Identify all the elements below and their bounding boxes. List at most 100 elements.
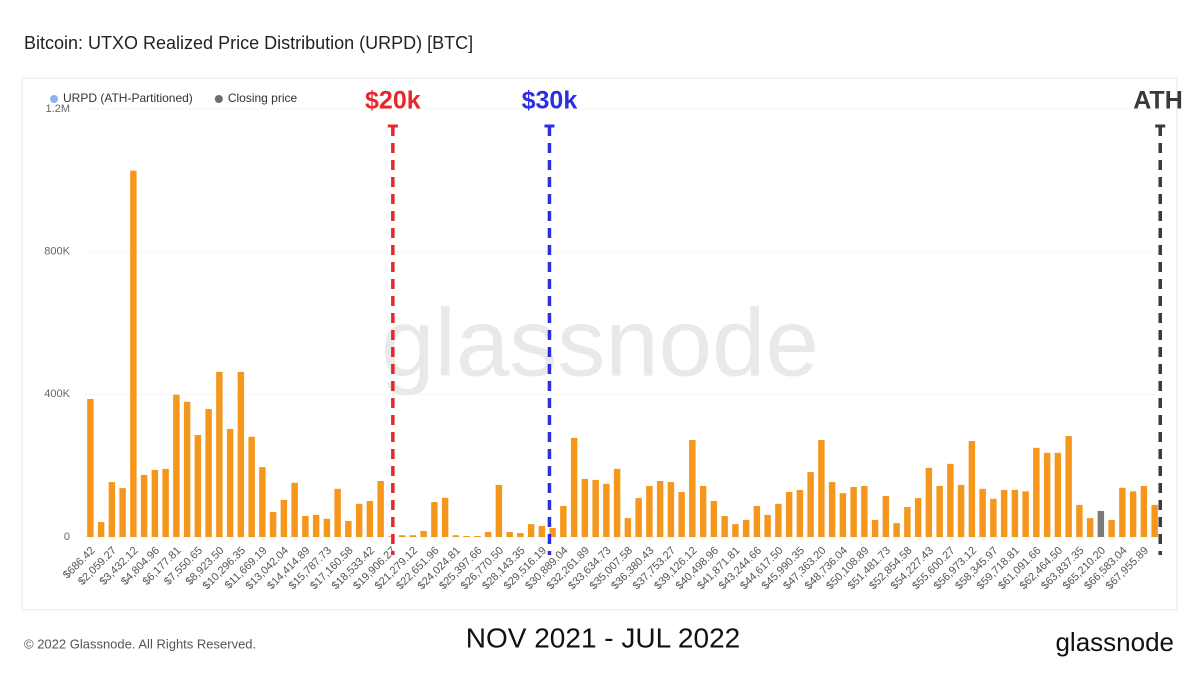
brand: glassnode: [1055, 627, 1174, 657]
bar: [441, 497, 449, 537]
bar: [183, 401, 191, 537]
bar: [398, 535, 406, 537]
bar: [699, 485, 707, 537]
bar: [140, 474, 148, 537]
bar: [818, 439, 825, 537]
bar: [1086, 518, 1094, 537]
bar: [1043, 452, 1051, 537]
bar: [355, 503, 363, 537]
bar: [248, 436, 255, 537]
bar: [484, 532, 492, 537]
bar: [409, 535, 417, 537]
bar: [420, 530, 427, 537]
bar: [667, 482, 675, 537]
bar: [1011, 489, 1019, 537]
y-tick-label: 0: [64, 531, 70, 543]
bar: [796, 489, 804, 537]
bar: [474, 535, 481, 537]
legend-marker: [214, 95, 223, 103]
bar: [1076, 504, 1083, 537]
bar: [785, 492, 793, 537]
bar: [603, 483, 610, 537]
bar: [87, 398, 94, 537]
bar: [581, 478, 589, 537]
y-tick-label: 800K: [44, 246, 70, 258]
bar: [130, 170, 137, 537]
bar: [1140, 485, 1148, 537]
bar: [968, 441, 976, 537]
bar: [678, 492, 685, 537]
bar: [345, 520, 352, 537]
bar: [592, 479, 599, 537]
bar: [1000, 489, 1008, 537]
bar: [904, 507, 911, 537]
bar: [742, 519, 750, 537]
bar: [947, 463, 954, 537]
bar: [979, 488, 986, 537]
bar: [97, 522, 105, 537]
bar: [613, 468, 621, 537]
watermark: glassnode: [381, 289, 819, 396]
bar: [291, 482, 298, 537]
bar: [807, 472, 814, 537]
bar: [710, 500, 718, 537]
plot-frame: [21, 77, 1178, 611]
bar: [269, 512, 277, 537]
bar: [1022, 491, 1029, 537]
bar: [1129, 491, 1137, 537]
bar: [1151, 504, 1158, 537]
annotation-label: ATH: [1133, 87, 1183, 115]
bar: [237, 371, 245, 537]
bar: [506, 532, 513, 537]
y-tick-label: 400K: [44, 388, 70, 400]
subtitle: NOV 2021 - JUL 2022: [466, 622, 740, 653]
bar: [721, 515, 728, 537]
annotation-label: $30k: [522, 87, 578, 115]
bar: [151, 469, 159, 537]
bar: [280, 499, 288, 537]
bar: [173, 394, 180, 537]
bar: [226, 428, 234, 537]
bar: [452, 535, 460, 537]
y-tick-label: 1.2M: [46, 103, 70, 115]
bar: [259, 467, 266, 537]
bar: [1119, 487, 1126, 537]
bar: [861, 485, 868, 537]
bar: [431, 502, 438, 537]
bar: [119, 488, 126, 537]
bar: [764, 514, 771, 537]
footer: © 2022 Glassnode. All Rights Reserved.: [24, 636, 256, 651]
bar: [1097, 510, 1105, 537]
bar: [753, 505, 761, 537]
bar: [936, 485, 943, 537]
bar: [1065, 436, 1072, 537]
bar: [828, 482, 836, 537]
bar: [205, 408, 212, 537]
bar: [775, 503, 782, 537]
bar: [517, 533, 524, 537]
bar: [893, 523, 900, 537]
bar: [732, 524, 739, 537]
bar: [162, 468, 169, 537]
bar: [527, 524, 535, 537]
bar: [334, 488, 341, 537]
bar: [366, 500, 374, 537]
bar: [108, 482, 116, 537]
bar: [463, 535, 470, 537]
bar: [1033, 447, 1040, 537]
bar: [635, 498, 642, 537]
legend-label: URPD (ATH-Partitioned): [63, 91, 193, 105]
bar: [914, 498, 922, 537]
bar: [570, 437, 578, 537]
bar: [560, 505, 567, 537]
bar: [990, 498, 997, 537]
bar: [624, 518, 632, 537]
annotation-label: $20k: [365, 87, 421, 115]
bar: [323, 518, 331, 537]
bar: [656, 481, 664, 537]
bar: [925, 467, 933, 537]
chart-title: Bitcoin: UTXO Realized Price Distributio…: [24, 33, 473, 53]
bar: [302, 515, 309, 537]
